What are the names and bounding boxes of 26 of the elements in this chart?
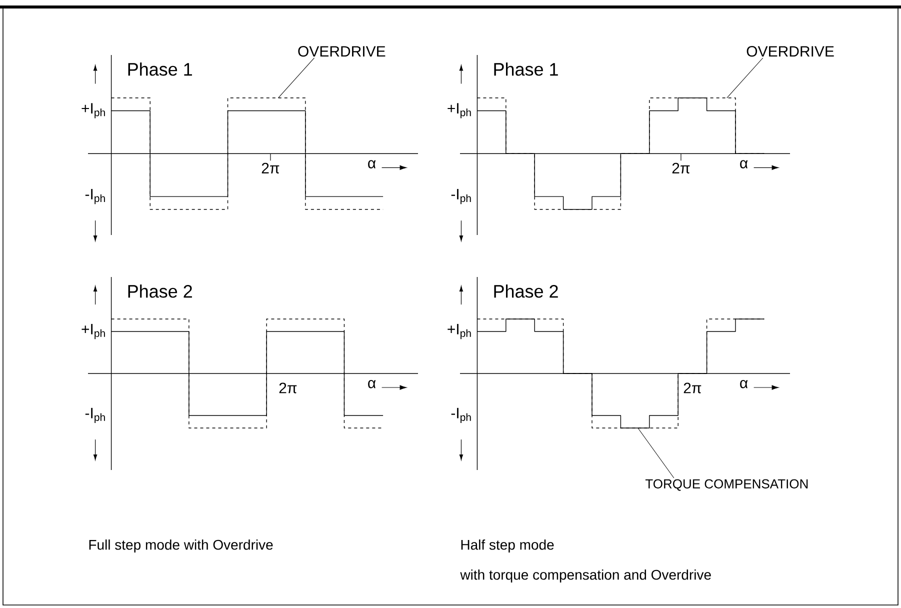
annotation: 2π bbox=[672, 162, 690, 174]
annotation: -I$_{ph}$ bbox=[451, 408, 471, 424]
annotation: -I$_{ph}$ bbox=[451, 188, 471, 204]
text: with torque compensation and Overdrive bbox=[460, 569, 711, 583]
text: Half step mode bbox=[461, 539, 554, 553]
annotation: 2π bbox=[279, 382, 297, 394]
chart-title: Phase 2 bbox=[128, 284, 192, 298]
chart-title: Phase 1 bbox=[128, 62, 192, 76]
annotation: 2π bbox=[684, 382, 702, 394]
annotation: 2π bbox=[262, 162, 280, 174]
text: OVERDRIVE bbox=[746, 46, 834, 57]
annotation: +I$_{ph}$ bbox=[448, 103, 471, 118]
annotation: +I$_{ph}$ bbox=[82, 103, 105, 118]
text: Full step mode with Overdrive bbox=[89, 539, 273, 553]
x-axis-title: α bbox=[368, 160, 376, 168]
x-axis-title: α bbox=[740, 380, 748, 388]
x-axis-title: α bbox=[368, 380, 376, 388]
x-axis-title: α bbox=[740, 160, 748, 168]
annotation: -I$_{ph}$ bbox=[85, 408, 105, 424]
chart-title: Phase 2 bbox=[494, 284, 558, 298]
chart-title: Phase 1 bbox=[494, 62, 558, 76]
annotation: +I$_{ph}$ bbox=[82, 324, 105, 340]
annotation: -I$_{ph}$ bbox=[85, 188, 105, 204]
text: TORQUE COMPENSATION bbox=[645, 479, 808, 491]
annotation: +I$_{ph}$ bbox=[448, 324, 471, 340]
text: OVERDRIVE bbox=[298, 46, 386, 57]
